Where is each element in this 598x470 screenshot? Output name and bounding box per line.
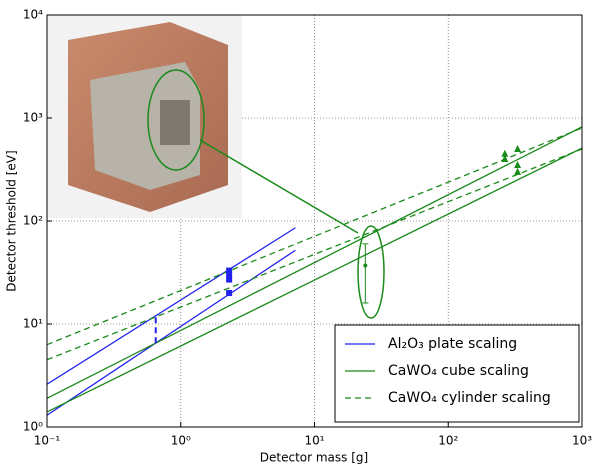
x-tick-label: 10⁻¹ [34, 434, 61, 448]
x-axis-label: Detector mass [g] [260, 451, 368, 465]
y-tick-label: 10⁴ [23, 8, 43, 22]
x-tick-label: 10² [438, 434, 458, 448]
x-tick-label: 10⁰ [171, 434, 191, 448]
photo-detail [160, 100, 190, 145]
inset-photo [47, 15, 242, 218]
legend-label: CaWO₄ cylinder scaling [388, 390, 551, 406]
legend-label: CaWO₄ cube scaling [388, 363, 529, 379]
y-tick-label: 10¹ [23, 317, 43, 331]
point [226, 290, 232, 296]
legend-label: Al₂O₃ plate scaling [388, 336, 517, 352]
page: Detector mass [g] Detector threshold [eV… [0, 0, 598, 470]
chart: Detector mass [g] Detector threshold [eV… [0, 0, 598, 470]
x-tick-label: 10³ [572, 434, 592, 448]
y-tick-label: 10² [23, 214, 43, 228]
legend: Al₂O₃ plate scaling CaWO₄ cube scaling CaW… [335, 325, 579, 422]
y-tick-label: 10⁰ [23, 420, 43, 434]
y-tick-label: 10³ [23, 111, 43, 125]
x-tick-label: 10¹ [304, 434, 324, 448]
y-axis-label: Detector threshold [eV] [5, 150, 19, 291]
point [363, 263, 367, 267]
point [226, 268, 232, 274]
